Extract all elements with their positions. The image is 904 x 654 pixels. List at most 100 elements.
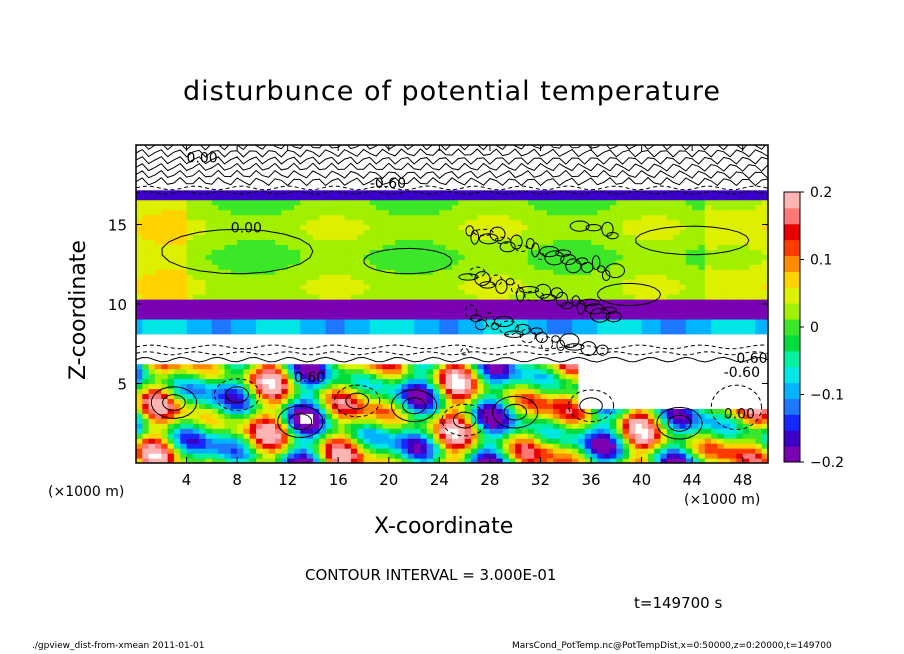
field-cell	[331, 204, 339, 211]
field-cell	[534, 239, 542, 245]
field-cell	[281, 204, 289, 211]
field-cell	[603, 323, 611, 330]
field-cell	[591, 453, 598, 459]
field-cell	[578, 373, 586, 380]
field-cell	[483, 204, 491, 211]
field-cell	[224, 338, 232, 345]
field-cell	[306, 224, 314, 231]
field-cell	[363, 373, 371, 380]
field-cell	[186, 458, 194, 463]
field-cell	[565, 323, 573, 330]
field-cell	[464, 159, 472, 166]
field-cell	[256, 408, 263, 414]
field-cell	[395, 154, 403, 161]
field-cell	[319, 214, 327, 221]
field-cell	[319, 234, 327, 241]
field-cell	[382, 393, 390, 400]
field-cell	[597, 174, 605, 181]
field-cell	[294, 458, 301, 463]
field-cell	[483, 373, 491, 380]
field-cell	[287, 294, 295, 300]
field-cell	[616, 264, 624, 270]
field-cell	[610, 333, 617, 340]
field-cell	[205, 234, 213, 241]
field-cell	[407, 348, 415, 355]
field-cell	[616, 328, 624, 335]
field-cell	[281, 174, 289, 181]
field-cell	[243, 453, 251, 459]
field-cell	[357, 328, 365, 335]
field-cell	[331, 453, 339, 459]
field-cell	[433, 249, 440, 255]
field-cell	[256, 229, 263, 236]
field-cell	[192, 333, 200, 340]
field-cell	[262, 154, 270, 161]
field-cell	[268, 443, 276, 449]
field-cell	[243, 159, 251, 166]
field-cell	[338, 279, 346, 285]
field-cell	[603, 443, 611, 449]
field-cell	[553, 348, 561, 355]
field-cell	[357, 373, 365, 380]
field-cell	[199, 279, 207, 285]
field-cell	[508, 308, 516, 315]
field-cell	[388, 164, 396, 171]
field-cell	[470, 368, 478, 375]
field-cell	[256, 383, 263, 390]
field-cell	[369, 294, 377, 300]
field-cell	[211, 363, 219, 370]
field-cell	[306, 174, 314, 181]
field-cell	[167, 323, 175, 330]
field-cell	[350, 333, 358, 340]
field-cell	[136, 234, 143, 241]
field-cell	[186, 164, 194, 171]
field-cell	[546, 214, 554, 221]
field-cell	[452, 433, 459, 439]
field-cell	[186, 323, 194, 330]
field-cell	[154, 428, 162, 434]
field-cell	[294, 383, 301, 390]
field-cell	[300, 338, 308, 345]
field-cell	[445, 209, 453, 216]
field-cell	[243, 348, 251, 355]
field-cell	[470, 194, 478, 201]
field-cell	[616, 284, 624, 290]
field-cell	[452, 204, 459, 211]
field-cell	[489, 443, 497, 449]
field-cell	[534, 388, 542, 395]
field-cell	[167, 274, 175, 280]
field-cell	[464, 423, 472, 429]
field-cell	[553, 408, 561, 414]
field-cell	[489, 164, 497, 171]
field-cell	[344, 174, 352, 181]
field-cell	[180, 413, 188, 419]
field-cell	[142, 418, 150, 424]
field-cell	[312, 304, 320, 310]
field-cell	[414, 423, 421, 429]
field-cell	[521, 428, 529, 434]
field-cell	[414, 254, 421, 260]
field-cell	[489, 348, 497, 355]
field-cell	[205, 328, 213, 335]
field-cell	[211, 184, 219, 191]
field-cell	[306, 169, 314, 176]
field-cell	[464, 398, 472, 404]
field-cell	[256, 279, 263, 285]
field-cell	[369, 159, 377, 166]
field-cell	[452, 453, 459, 459]
field-cell	[148, 264, 156, 270]
field-cell	[249, 333, 257, 340]
field-cell	[578, 229, 586, 236]
field-cell	[496, 229, 504, 236]
field-cell	[136, 249, 143, 255]
field-cell	[477, 423, 485, 429]
field-cell	[534, 214, 542, 221]
field-cell	[591, 279, 598, 285]
field-cell	[483, 413, 491, 419]
field-cell	[173, 333, 181, 340]
field-cell	[584, 323, 592, 330]
field-cell	[553, 398, 561, 404]
field-cell	[344, 418, 352, 424]
field-cell	[622, 209, 630, 216]
field-cell	[445, 269, 453, 275]
